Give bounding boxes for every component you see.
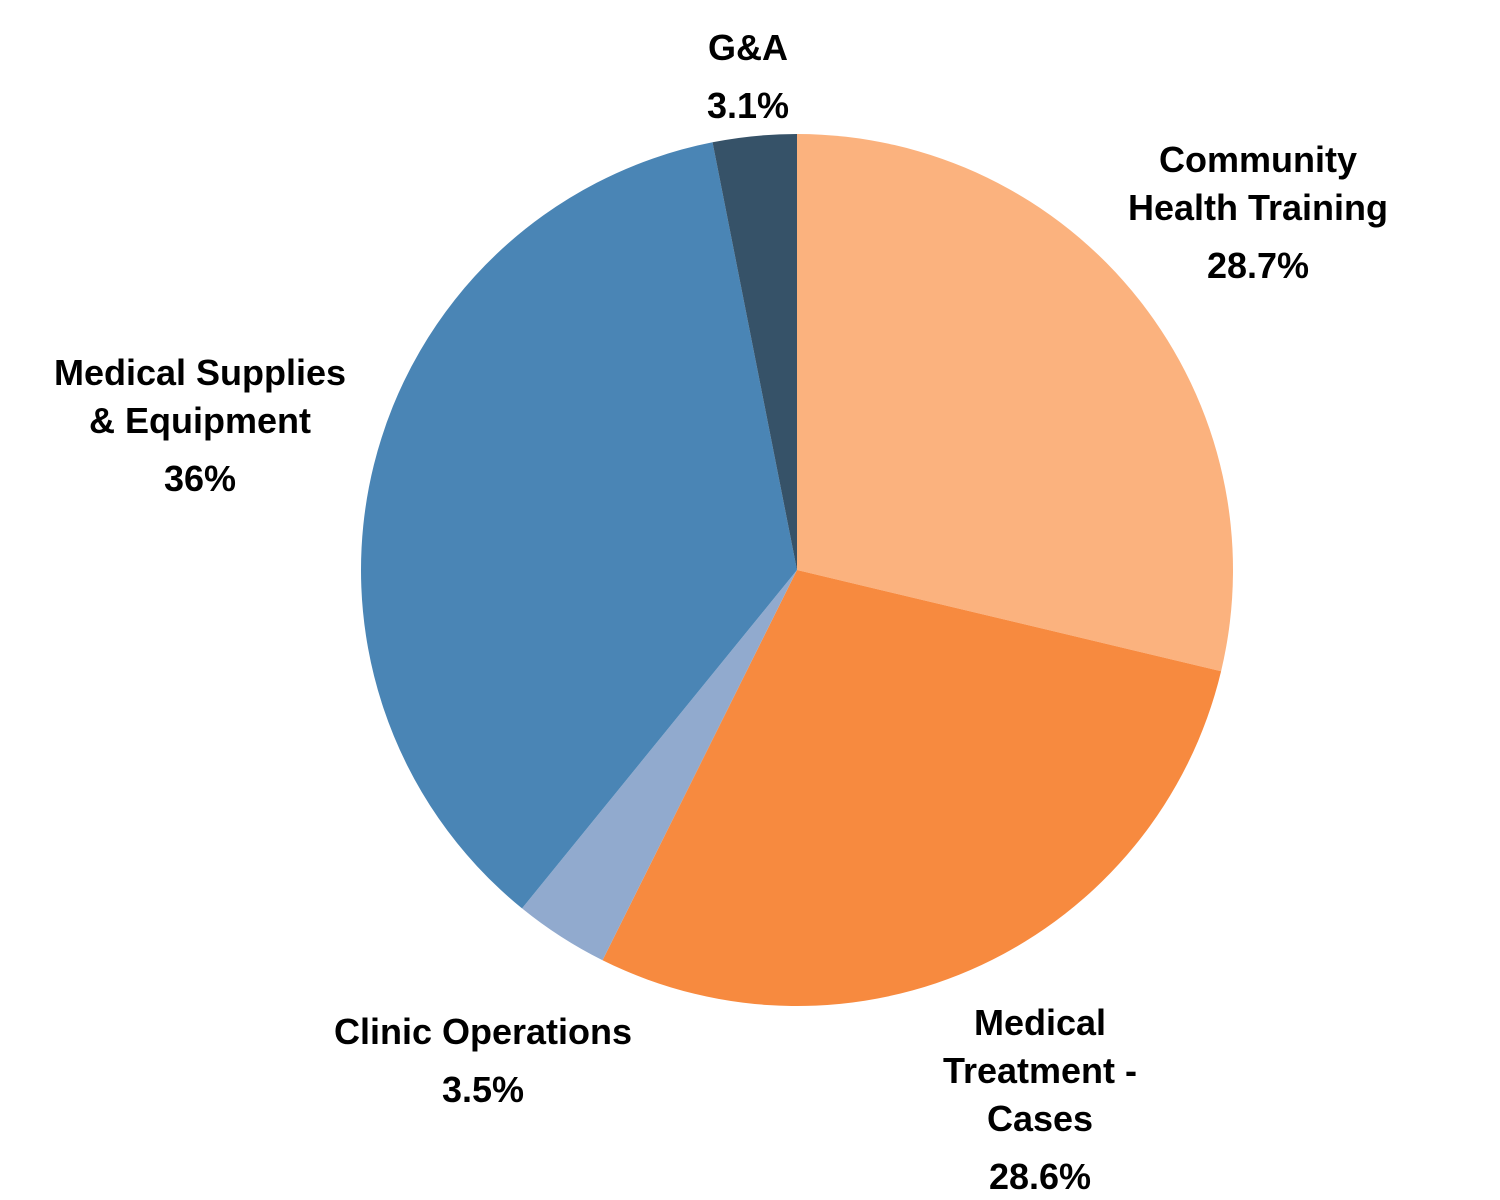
pie-slice — [712, 134, 797, 570]
pie-slice — [361, 142, 797, 909]
slice-label: & Equipment — [89, 400, 311, 441]
pie-slices — [361, 134, 1233, 1006]
slice-label: G&A — [708, 27, 788, 68]
pie-slice — [522, 570, 797, 961]
slice-value-label: 28.6% — [989, 1156, 1091, 1197]
pie-labels: Community Health Training 28.7% Medical Trea… — [54, 27, 1388, 1197]
pie-slice — [797, 134, 1233, 672]
slice-label: Clinic Operations — [334, 1011, 632, 1052]
slice-label: Health Training — [1128, 187, 1388, 228]
slice-value-label: 28.7% — [1207, 245, 1309, 286]
pie-slice — [602, 570, 1222, 1006]
slice-label: Medical Supplies — [54, 352, 346, 393]
slice-value-label: 3.5% — [442, 1069, 524, 1110]
slice-value-label: 36% — [164, 458, 236, 499]
slice-label: Community — [1159, 139, 1357, 180]
slice-label: Medical — [974, 1002, 1106, 1043]
slice-label: Cases — [987, 1098, 1093, 1139]
slice-label: Treatment - — [943, 1050, 1137, 1091]
slice-value-label: 3.1% — [707, 85, 789, 126]
